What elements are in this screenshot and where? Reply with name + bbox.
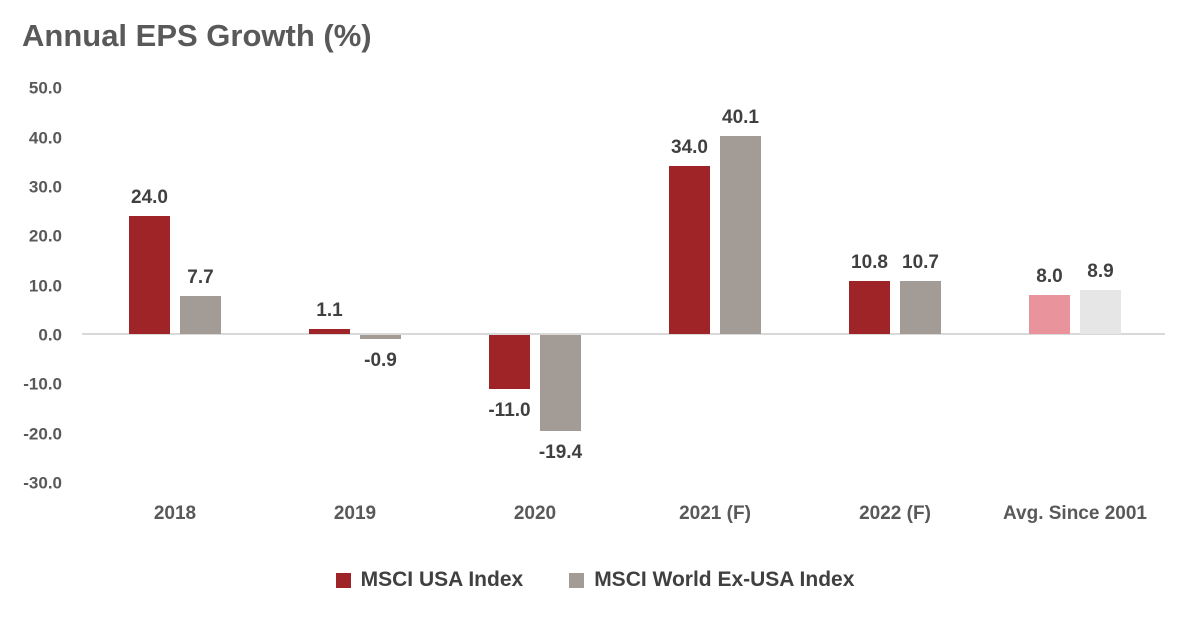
y-tick-label: -20.0 (23, 424, 62, 444)
data-label-msci-usa-index-2018: 24.0 (131, 186, 168, 208)
x-axis-label-avg-since-2001: Avg. Since 2001 (1003, 503, 1147, 524)
y-tick-label: 20.0 (28, 226, 62, 246)
data-label-msci-usa-index-2022-f: 10.8 (851, 251, 888, 273)
x-axis-label-2020: 2020 (513, 503, 557, 524)
legend: MSCI USA Index MSCI World Ex-USA Index (0, 568, 1190, 592)
data-label-msci-usa-index-2020: -11.0 (488, 400, 531, 422)
legend-item-msci-world-ex-usa-index: MSCI World Ex-USA Index (569, 568, 854, 592)
bar-msci-usa-index-2019 (309, 328, 350, 334)
bar-msci-usa-index-2022-f (849, 280, 890, 334)
legend-label-msci-usa-index: MSCI USA Index (360, 568, 524, 591)
chart-title: Annual EPS Growth (%) (22, 18, 372, 53)
data-label-msci-world-ex-usa-index-2018: 7.7 (187, 266, 214, 288)
y-tick-label: 50.0 (28, 78, 62, 98)
data-label-msci-world-ex-usa-index-2022-f: 10.7 (902, 252, 939, 274)
bar-msci-usa-index-2021-f (669, 166, 710, 334)
data-label-msci-usa-index-avg-since-2001: 8.0 (1036, 265, 1063, 287)
legend-label-msci-world-ex-usa-index: MSCI World Ex-USA Index (594, 568, 855, 591)
y-tick-label: -10.0 (23, 374, 62, 394)
bar-msci-usa-index-2020 (489, 335, 530, 390)
y-tick-label: 10.0 (28, 276, 62, 296)
y-tick-label: 0.0 (38, 325, 62, 345)
bar-msci-world-ex-usa-index-avg-since-2001 (1080, 290, 1121, 334)
data-label-msci-usa-index-2019: 1.1 (316, 299, 343, 321)
data-label-msci-world-ex-usa-index-2020: -19.4 (538, 441, 583, 463)
y-tick-label: -30.0 (23, 473, 62, 493)
x-axis-label-2022-f: 2022 (F) (859, 503, 931, 524)
bar-msci-world-ex-usa-index-2020 (540, 335, 581, 431)
bar-msci-world-ex-usa-index-2018 (180, 295, 221, 334)
x-axis-label-2018: 2018 (153, 503, 197, 524)
zero-axis-line (82, 333, 1165, 335)
y-tick-label: 30.0 (28, 177, 62, 197)
bar-msci-world-ex-usa-index-2019 (360, 335, 401, 340)
bar-msci-usa-index-2018 (129, 215, 170, 334)
bar-msci-usa-index-avg-since-2001 (1029, 294, 1070, 334)
legend-swatch-msci-usa-index (335, 572, 351, 588)
bar-msci-world-ex-usa-index-2021-f (720, 136, 761, 334)
y-tick-label: 40.0 (28, 128, 62, 147)
data-label-msci-world-ex-usa-index-2019: -0.9 (364, 350, 397, 372)
bar-msci-world-ex-usa-index-2022-f (900, 281, 941, 334)
data-label-msci-world-ex-usa-index-avg-since-2001: 8.9 (1087, 261, 1114, 283)
data-label-msci-usa-index-2021-f: 34.0 (671, 137, 708, 159)
x-axis-label-2021-f: 2021 (F) (679, 503, 751, 524)
legend-item-msci-usa-index: MSCI USA Index (335, 568, 524, 592)
data-label-msci-world-ex-usa-index-2021-f: 40.1 (722, 107, 759, 128)
legend-swatch-msci-world-ex-usa-index (569, 572, 585, 588)
x-axis-label-2019: 2019 (333, 503, 377, 524)
